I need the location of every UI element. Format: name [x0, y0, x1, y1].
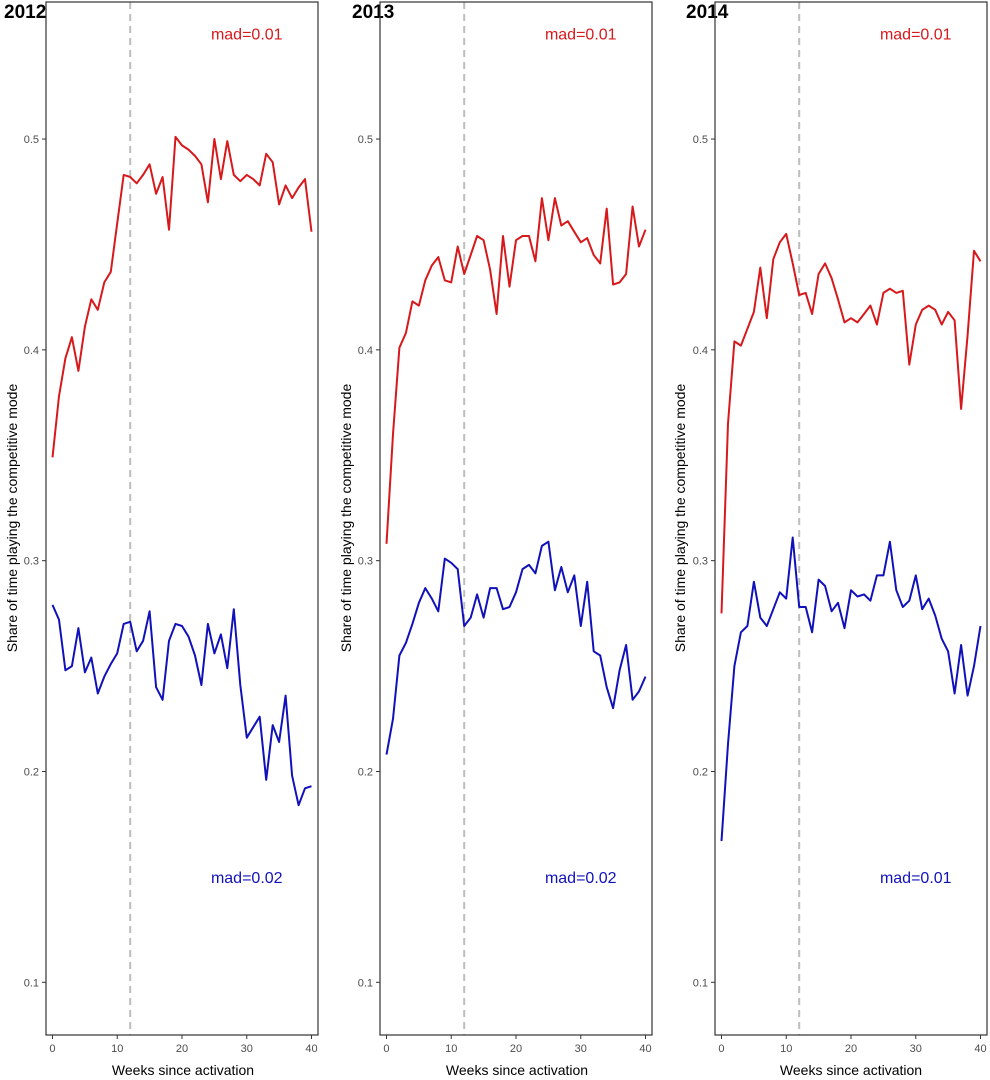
x-axis-label-2014: Weeks since activation: [780, 1062, 922, 1078]
x-axis-label-2012: Weeks since activation: [112, 1062, 254, 1078]
series-line-blue: [720, 536, 982, 842]
series-group-2012: [51, 135, 313, 807]
x-tick-label: 0: [383, 1043, 389, 1055]
y-axis-label-2014: Share of time playing the competitive mo…: [672, 384, 688, 653]
annotation-blue-2014: mad=0.01: [880, 870, 952, 887]
y-tick-label: 0.4: [358, 345, 373, 357]
y-tick-label: 0.4: [24, 345, 39, 357]
x-tick-label: 30: [241, 1043, 253, 1055]
y-tick-label: 0.5: [358, 134, 373, 146]
plot-frame-2013: [379, 1, 653, 1036]
x-tick-label: 40: [974, 1043, 986, 1055]
annotation-red-2013: mad=0.01: [545, 27, 617, 44]
x-tick-label: 20: [176, 1043, 188, 1055]
x-tick-label: 40: [305, 1043, 317, 1055]
annotation-blue-2013: mad=0.02: [545, 870, 617, 887]
y-ticks-2014: 0.1 0.2 0.3 0.4 0.5: [693, 134, 715, 989]
x-tick-label: 10: [780, 1043, 792, 1055]
y-tick-label: 0.4: [693, 345, 708, 357]
x-tick-label: 0: [718, 1043, 724, 1055]
x-tick-label: 10: [111, 1043, 123, 1055]
y-tick-label: 0.5: [693, 134, 708, 146]
y-tick-label: 0.1: [358, 977, 373, 989]
x-tick-label: 40: [639, 1043, 651, 1055]
panel-2013: 2013 Share of time playing the competiti…: [338, 1, 653, 1078]
series-group-2014: [720, 232, 982, 842]
y-axis-label-2012: Share of time playing the competitive mo…: [4, 384, 20, 653]
x-tick-label: 10: [445, 1043, 457, 1055]
y-tick-label: 0.2: [358, 766, 373, 778]
plot-frame-2014: [714, 1, 988, 1036]
x-axis-label-2013: Weeks since activation: [446, 1062, 588, 1078]
x-tick-label: 30: [910, 1043, 922, 1055]
y-tick-label: 0.3: [358, 556, 373, 568]
y-tick-label: 0.5: [24, 134, 39, 146]
y-tick-label: 0.3: [24, 556, 39, 568]
y-tick-label: 0.2: [693, 766, 708, 778]
y-tick-label: 0.2: [24, 766, 39, 778]
panel-2014: 2014 Share of time playing the competiti…: [672, 1, 988, 1078]
series-line-blue: [51, 604, 312, 807]
annotation-blue-2012: mad=0.02: [211, 870, 283, 887]
y-tick-label: 0.1: [24, 977, 39, 989]
y-ticks-2012: 0.1 0.2 0.3 0.4 0.5: [24, 134, 46, 989]
series-line-red: [385, 197, 647, 544]
plot-frame-2012: [45, 1, 319, 1036]
annotation-red-2012: mad=0.01: [211, 27, 283, 44]
x-tick-label: 20: [510, 1043, 522, 1055]
y-axis-label-2013: Share of time playing the competitive mo…: [338, 384, 354, 653]
annotation-red-2014: mad=0.01: [880, 27, 952, 44]
x-tick-label: 20: [845, 1043, 857, 1055]
x-ticks-2014: 0 10 20 30 40: [718, 1035, 987, 1055]
panel-2012: 2012 Share of time playing the competiti…: [4, 1, 319, 1078]
x-ticks-2012: 0 10 20 30 40: [49, 1035, 318, 1055]
panel-title-2014: 2014: [686, 2, 729, 23]
panel-title-2012: 2012: [4, 2, 46, 23]
series-line-red: [51, 135, 313, 458]
y-tick-label: 0.1: [693, 977, 708, 989]
panel-title-2013: 2013: [352, 2, 394, 23]
series-line-red: [720, 232, 982, 614]
y-tick-label: 0.3: [693, 556, 708, 568]
series-line-blue: [385, 540, 647, 755]
x-tick-label: 0: [49, 1043, 55, 1055]
y-ticks-2013: 0.1 0.2 0.3 0.4 0.5: [358, 134, 380, 989]
series-group-2013: [385, 197, 647, 755]
x-tick-label: 30: [575, 1043, 587, 1055]
x-ticks-2013: 0 10 20 30 40: [383, 1035, 652, 1055]
